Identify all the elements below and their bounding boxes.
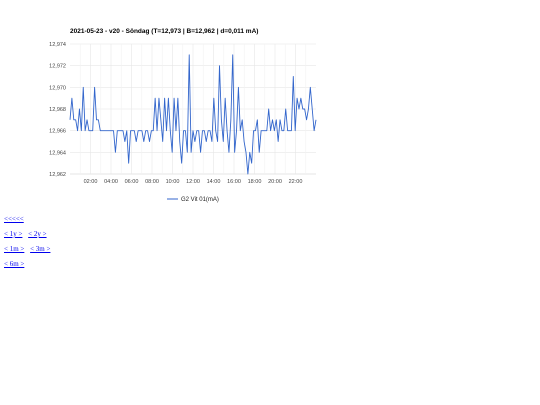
series-line-0 [69, 54, 317, 175]
chart-title: 2021-05-23 - v20 - Söndag (T=12,973 | B=… [70, 28, 258, 35]
y-tick-label: 12,972 [49, 64, 66, 70]
x-tick-label: 08:00 [145, 179, 159, 185]
y-tick-label: 12,970 [49, 85, 66, 91]
x-tick-label: 12:00 [186, 179, 200, 185]
grid [70, 43, 316, 175]
x-tick-label: 14:00 [207, 179, 221, 185]
x-tick-label: 16:00 [227, 179, 241, 185]
axes: 12,962 12,964 12,966 12,968 12,970 12,972 12,9… [49, 42, 302, 185]
nav-back-5[interactable]: <<<<< [4, 215, 24, 223]
x-tick-label: 20:00 [268, 179, 282, 185]
x-tick-label: 06:00 [125, 179, 139, 185]
y-tick-label: 12,962 [49, 172, 66, 178]
y-tick-label: 12,974 [49, 42, 66, 48]
nav-6m[interactable]: < 6m > [4, 260, 25, 268]
nav-row-4: < 6m > [4, 260, 28, 268]
line-chart: 2021-05-23 - v20 - Söndag (T=12,973 | B=… [49, 28, 317, 203]
nav-2y[interactable]: < 2y > [28, 230, 47, 238]
y-tick-label: 12,964 [49, 150, 66, 156]
nav-1y[interactable]: < 1y > [4, 230, 23, 238]
nav-row-1: <<<<< [4, 215, 28, 223]
series-layer [69, 54, 317, 175]
chart-container: 2021-05-23 - v20 - Söndag (T=12,973 | B=… [0, 0, 330, 210]
x-tick-label: 04:00 [104, 179, 118, 185]
legend-label: G2 Vit 01(mA) [181, 197, 219, 203]
nav-row-2: < 1y > < 2y > [4, 230, 51, 238]
nav-3m[interactable]: < 3m > [30, 245, 51, 253]
y-tick-label: 12,966 [49, 129, 66, 135]
x-tick-label: 22:00 [289, 179, 303, 185]
x-tick-label: 18:00 [248, 179, 262, 185]
nav-row-3: < 1m > < 3m > [4, 245, 54, 253]
x-tick-label: 02:00 [84, 179, 98, 185]
legend: G2 Vit 01(mA) [167, 197, 219, 203]
x-tick-label: 10:00 [166, 179, 180, 185]
y-tick-label: 12,968 [49, 107, 66, 113]
nav-1m[interactable]: < 1m > [4, 245, 25, 253]
